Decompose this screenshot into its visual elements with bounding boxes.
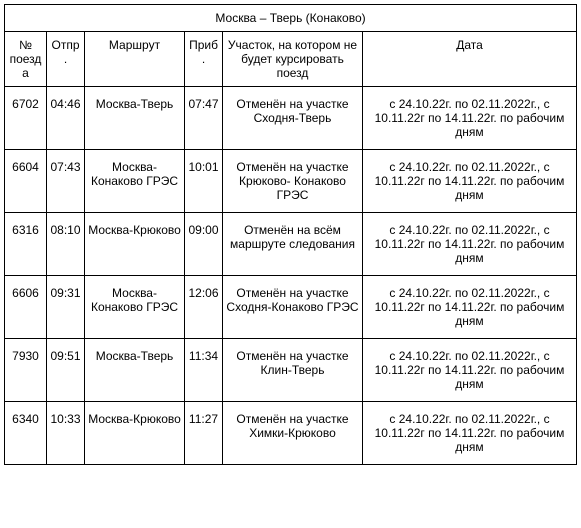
- cell-train-num: 6604: [5, 150, 47, 213]
- cell-train-num: 6340: [5, 402, 47, 465]
- cell-arrival: 11:27: [185, 402, 223, 465]
- cell-date: с 24.10.22г. по 02.11.2022г., с 10.11.22…: [363, 339, 577, 402]
- cell-route: Москва-Тверь: [85, 339, 185, 402]
- col-header-seg: Участок, на котором не будет курсировать…: [223, 32, 363, 87]
- cell-train-num: 7930: [5, 339, 47, 402]
- cell-date: с 24.10.22г. по 02.11.2022г., с 10.11.22…: [363, 402, 577, 465]
- table-row: 6316 08:10 Москва-Крюково 09:00 Отменён …: [5, 213, 577, 276]
- cell-route: Москва-Крюково: [85, 402, 185, 465]
- cell-route: Москва-Конаково ГРЭС: [85, 276, 185, 339]
- cell-departure: 09:51: [47, 339, 85, 402]
- cell-segment: Отменён на участке Крюково- Конаково ГРЭ…: [223, 150, 363, 213]
- table-title-row: Москва – Тверь (Конаково): [5, 5, 577, 32]
- cell-arrival: 11:34: [185, 339, 223, 402]
- cell-date: с 24.10.22г. по 02.11.2022г., с 10.11.22…: [363, 87, 577, 150]
- cell-train-num: 6606: [5, 276, 47, 339]
- cell-date: с 24.10.22г. по 02.11.2022г., с 10.11.22…: [363, 213, 577, 276]
- cell-train-num: 6316: [5, 213, 47, 276]
- table-row: 7930 09:51 Москва-Тверь 11:34 Отменён на…: [5, 339, 577, 402]
- cell-date: с 24.10.22г. по 02.11.2022г., с 10.11.22…: [363, 276, 577, 339]
- col-header-date: Дата: [363, 32, 577, 87]
- cell-segment: Отменён на всём маршруте следования: [223, 213, 363, 276]
- col-header-arr: Приб.: [185, 32, 223, 87]
- cell-date: с 24.10.22г. по 02.11.2022г., с 10.11.22…: [363, 150, 577, 213]
- cell-segment: Отменён на участке Клин-Тверь: [223, 339, 363, 402]
- cell-departure: 10:33: [47, 402, 85, 465]
- table-row: 6702 04:46 Москва-Тверь 07:47 Отменён на…: [5, 87, 577, 150]
- cell-segment: Отменён на участке Сходня-Тверь: [223, 87, 363, 150]
- schedule-table: Москва – Тверь (Конаково) № поезда Отпр.…: [4, 4, 577, 465]
- table-title: Москва – Тверь (Конаково): [5, 5, 577, 32]
- table-row: 6606 09:31 Москва-Конаково ГРЭС 12:06 От…: [5, 276, 577, 339]
- cell-route: Москва-Крюково: [85, 213, 185, 276]
- cell-segment: Отменён на участке Сходня-Конаково ГРЭС: [223, 276, 363, 339]
- col-header-num: № поезда: [5, 32, 47, 87]
- cell-train-num: 6702: [5, 87, 47, 150]
- col-header-route: Маршрут: [85, 32, 185, 87]
- cell-departure: 08:10: [47, 213, 85, 276]
- table-row: 6604 07:43 Москва-Конаково ГРЭС 10:01 От…: [5, 150, 577, 213]
- table-row: 6340 10:33 Москва-Крюково 11:27 Отменён …: [5, 402, 577, 465]
- cell-route: Москва-Конаково ГРЭС: [85, 150, 185, 213]
- cell-departure: 09:31: [47, 276, 85, 339]
- cell-arrival: 07:47: [185, 87, 223, 150]
- cell-departure: 07:43: [47, 150, 85, 213]
- col-header-dep: Отпр.: [47, 32, 85, 87]
- cell-departure: 04:46: [47, 87, 85, 150]
- cell-route: Москва-Тверь: [85, 87, 185, 150]
- cell-arrival: 10:01: [185, 150, 223, 213]
- cell-arrival: 12:06: [185, 276, 223, 339]
- cell-segment: Отменён на участке Химки-Крюково: [223, 402, 363, 465]
- table-header-row: № поезда Отпр. Маршрут Приб. Участок, на…: [5, 32, 577, 87]
- cell-arrival: 09:00: [185, 213, 223, 276]
